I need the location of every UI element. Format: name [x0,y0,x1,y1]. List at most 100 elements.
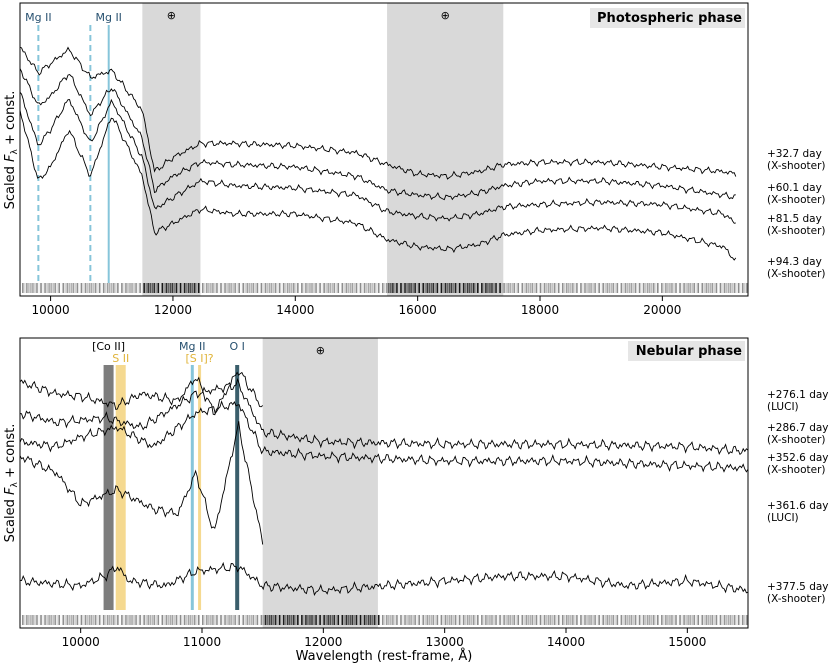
barcode-strip [141,615,143,625]
barcode-strip [729,615,732,625]
barcode-strip [464,615,467,625]
barcode-strip [319,283,321,293]
barcode-strip [551,615,554,625]
barcode-strip [325,283,327,293]
instrument-label: (X-shooter) [767,268,826,280]
barcode-strip [677,615,679,625]
barcode-strip [369,615,372,625]
barcode-strip [242,283,245,293]
barcode-strip [224,283,226,293]
barcode-strip [248,615,251,625]
barcode-strip [349,615,352,625]
line-label: Mg II [25,11,51,24]
barcode-strip [406,615,408,625]
epoch-label: +377.5 day [767,581,829,593]
line-label: [S I]? [185,352,213,365]
barcode-strip [667,283,669,293]
spectrum-line [19,91,736,224]
barcode-strip [434,283,437,293]
barcode-strip [513,615,516,625]
barcode-strip [665,615,667,625]
barcode-strip [32,283,34,293]
spectrum-line [19,46,737,180]
barcode-strip [594,615,596,625]
spectra-series [19,46,737,261]
telluric-barcode [22,615,748,625]
barcode-strip [430,283,433,293]
barcode-strip [301,283,303,293]
barcode-strip [22,615,24,625]
barcode-strip [317,615,319,625]
s-line-band [198,365,202,610]
barcode-strip [30,283,32,293]
barcode-strip [705,283,708,293]
barcode-strip [187,615,190,625]
barcode-strip [553,283,556,293]
panel-tag-bg [590,8,745,28]
barcode-strip [246,283,249,293]
barcode-strip [82,615,85,625]
barcode-strip [634,283,637,293]
barcode-strip [42,283,44,293]
barcode-strip [422,283,425,293]
barcode-strip [345,615,348,625]
x-axis-label: Wavelength (rest-frame, Å) [296,648,473,664]
barcode-strip [363,283,366,293]
barcode-strip [667,615,669,625]
barcode-strip [288,283,291,293]
barcode-strip [321,615,323,625]
barcode-strip [483,615,485,625]
instrument-label: (LUCI) [767,401,799,413]
barcode-strip [161,615,164,625]
o-line-band [235,365,240,610]
barcode-strip [70,283,73,293]
barcode-strip [475,615,477,625]
barcode-strip [396,283,398,293]
barcode-strip [98,283,101,293]
barcode-strip [630,615,633,625]
barcode-strip [266,615,269,625]
barcode-strip [259,615,261,625]
barcode-strip [280,615,283,625]
barcode-strip [153,283,156,293]
barcode-strip [143,283,145,293]
panel-title: Photospheric phase [597,11,742,26]
barcode-strip [48,283,50,293]
barcode-strip [353,615,356,625]
barcode-strip [220,283,222,293]
barcode-strip [206,283,208,293]
barcode-strip [568,283,570,293]
barcode-strip [305,283,307,293]
barcode-strip [602,283,604,293]
barcode-strip [121,283,123,293]
barcode-strip [24,283,26,293]
barcode-strip [210,615,212,625]
barcode-strip [652,283,655,293]
barcode-strip [268,283,271,293]
barcode-strip [472,615,475,625]
barcode-strip [693,283,695,293]
barcode-strip [160,283,162,293]
barcode-strip [632,283,635,293]
barcode-strip [697,283,700,293]
barcode-strip [252,283,255,293]
barcode-strip [88,615,91,625]
barcode-strip [337,615,340,625]
barcode-strip [191,615,194,625]
telluric-band [262,338,378,628]
barcode-strip [450,615,453,625]
spectrum-line [19,421,264,545]
barcode-strip [707,615,710,625]
x-tick-label: 14000 [276,303,314,317]
barcode-strip [373,615,376,625]
epoch-label: +286.7 day [767,422,829,434]
barcode-strip [185,615,188,625]
barcode-strip [26,615,28,625]
barcode-strip [428,615,431,625]
barcode-strip [56,615,58,625]
barcode-strip [479,283,481,293]
barcode-strip [335,615,338,625]
barcode-strip [115,615,117,625]
barcode-strip [252,615,255,625]
barcode-strip [713,615,716,625]
